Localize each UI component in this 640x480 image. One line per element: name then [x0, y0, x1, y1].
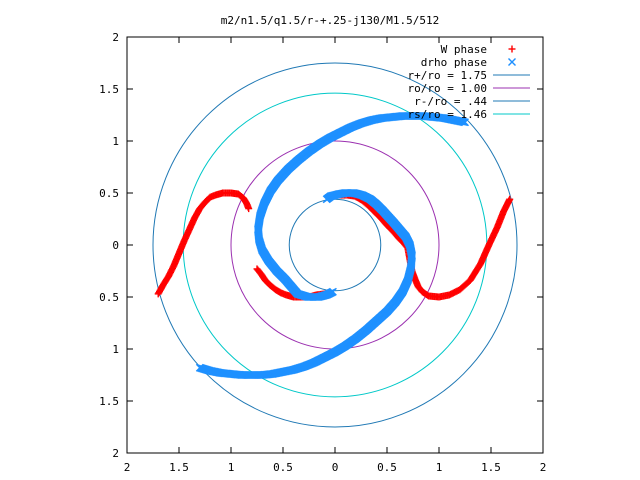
- x-tick-label-0: 2: [124, 461, 131, 474]
- y-tick-label-1: 1.5: [99, 395, 119, 408]
- y-tick-label-4: 0: [112, 239, 119, 252]
- x-tick-label-8: 2: [540, 461, 547, 474]
- x-tick-label-7: 1.5: [481, 461, 501, 474]
- axis-ticks: 2 1.5 1 0.5 0 0.5 1 1.5 221.510.500.511.52: [99, 31, 546, 474]
- legend-label-2: r+/ro = 1.75: [408, 69, 487, 82]
- x-tick-label-5: 0.5: [377, 461, 397, 474]
- data-series: [154, 112, 514, 379]
- series-1: [195, 112, 469, 379]
- y-tick-label-0: 2: [112, 447, 119, 460]
- x-tick-label-1: 1.5: [169, 461, 189, 474]
- x-tick-label-4: 0: [332, 461, 339, 474]
- point-0-117: [245, 205, 253, 213]
- circle-0: [152, 62, 518, 428]
- y-tick-label-7: 1.5: [99, 83, 119, 96]
- point-1-711: [322, 195, 331, 204]
- legend-symbol-1: [508, 58, 516, 66]
- legend-symbol-0: [508, 45, 516, 53]
- y-tick-label-3: 0.5: [99, 291, 119, 304]
- x-tick-label-3: 0.5: [273, 461, 293, 474]
- chart-title: m2/n1.5/q1.5/r-+.25-j130/M1.5/512: [221, 14, 440, 27]
- point-1-349: [328, 287, 337, 296]
- legend-label-5: rs/ro = 1.46: [408, 108, 487, 121]
- x-tick-label-2: 1: [228, 461, 235, 474]
- point-0-390: [506, 195, 514, 203]
- x-tick-label-6: 1: [436, 461, 443, 474]
- legend-label-1: drho phase: [421, 56, 487, 69]
- legend-label-0: W phase: [441, 43, 487, 56]
- y-tick-label-6: 1: [112, 135, 119, 148]
- legend-label-3: ro/ro = 1.00: [408, 82, 487, 95]
- y-tick-label-8: 2: [112, 31, 119, 44]
- y-tick-label-5: 0.5: [99, 187, 119, 200]
- legend-label-4: r-/ro = .44: [414, 95, 487, 108]
- y-tick-label-2: 1: [112, 343, 119, 356]
- series-0: [154, 189, 514, 301]
